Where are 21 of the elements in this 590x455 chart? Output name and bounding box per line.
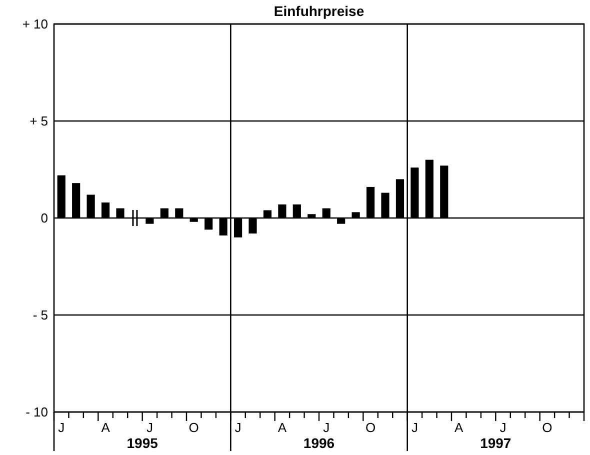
x-tick-label: O xyxy=(542,420,552,435)
x-tick-label: A xyxy=(454,420,464,435)
x-tick-label: J xyxy=(323,420,330,435)
y-tick-label: + 5 xyxy=(30,114,48,129)
x-tick-label: O xyxy=(365,420,376,435)
text: 1997 xyxy=(480,435,512,451)
x-tick-label: A xyxy=(278,420,287,435)
x-tick-label: O xyxy=(188,420,199,435)
y-tick-label: 0 xyxy=(40,210,48,226)
x-tick-label: J xyxy=(146,420,153,435)
y-tick-label: - 10 xyxy=(26,404,48,420)
x-tick-label: J xyxy=(58,420,65,435)
x-tick-label: J xyxy=(234,420,242,435)
x-tick-label: J xyxy=(500,420,506,435)
x-tick-label: A xyxy=(101,420,110,435)
chart-title: Einfuhrpreise xyxy=(274,3,364,19)
y-tick-label: + 10 xyxy=(22,16,48,32)
text: 1996 xyxy=(303,435,335,451)
x-tick-label: J xyxy=(411,420,418,435)
text: 1995 xyxy=(126,435,158,451)
y-tick-label: - 5 xyxy=(32,308,48,323)
